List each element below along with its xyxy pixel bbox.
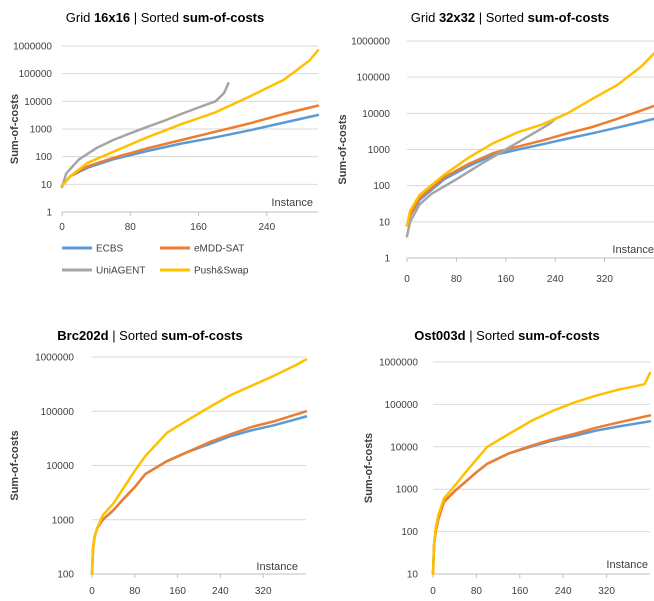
series-line-push-swap [405, 52, 654, 227]
y-tick-label: 100 [35, 152, 52, 163]
x-tick-label: 0 [59, 222, 65, 233]
y-axis-label: Sum-of-costs [337, 114, 349, 184]
series-line-ecbs [431, 420, 652, 576]
x-tick-label: 0 [430, 586, 436, 597]
chart-3: Brc202d | Sorted sum-of-costs 100 1000 1000… [9, 328, 308, 597]
y-tick-label: 10 [407, 570, 419, 581]
chart-title-part: | Sorted [109, 328, 162, 343]
series-line-uniagent [60, 82, 230, 189]
chart-title-part: Grid [411, 10, 439, 25]
x-axis-label: Instance [612, 244, 654, 256]
chart-title-part: 16x16 [94, 10, 130, 25]
chart-title-part: sum-of-costs [161, 328, 243, 343]
x-tick-label: 0 [404, 274, 410, 285]
legend-label: UniAGENT [96, 266, 145, 277]
y-axis-label: Sum-of-costs [9, 94, 21, 164]
x-tick-label: 320 [255, 586, 272, 597]
x-tick-label: 160 [169, 586, 186, 597]
chart-1: Grid 16x16 | Sorted sum-of-costs 1 10 100 10… [9, 10, 320, 233]
chart-title-part: sum-of-costs [183, 10, 265, 25]
y-axis-label: Sum-of-costs [363, 433, 375, 503]
x-tick-label: 80 [129, 586, 141, 597]
x-tick-label: 320 [598, 586, 615, 597]
x-tick-label: 160 [511, 586, 528, 597]
y-tick-label: 100 [373, 181, 390, 192]
y-tick-label: 100000 [385, 400, 419, 411]
legend: ECBS eMDD-SAT UniAGENT Push&Swap [62, 244, 249, 277]
x-axis-label: Instance [271, 197, 313, 209]
y-tick-label: 1000000 [351, 37, 390, 48]
series-line-push-swap [60, 49, 320, 187]
y-tick-label: 1 [46, 208, 52, 219]
y-tick-label: 10000 [390, 442, 418, 453]
chart-title: Brc202d | Sorted sum-of-costs [57, 328, 242, 343]
x-tick-label: 240 [258, 222, 275, 233]
chart-title-part: Brc202d [57, 328, 108, 343]
y-tick-label: 100 [401, 527, 418, 538]
chart-title-part: | Sorted [475, 10, 528, 25]
chart-title-part: 32x32 [439, 10, 475, 25]
x-tick-label: 320 [596, 274, 613, 285]
x-tick-label: 240 [212, 586, 229, 597]
y-tick-label: 100000 [41, 407, 75, 418]
series-line-emdd-sat [60, 104, 320, 187]
chart-title: Grid 32x32 | Sorted sum-of-costs [411, 10, 609, 25]
y-tick-label: 100000 [19, 69, 53, 80]
chart-title-part: sum-of-costs [528, 10, 610, 25]
y-tick-label: 1000 [368, 145, 391, 156]
chart-title-part: | Sorted [466, 328, 519, 343]
series-line-emdd-sat [405, 104, 654, 227]
y-tick-label: 1 [384, 254, 390, 265]
series-line-emdd-sat [90, 410, 308, 576]
x-tick-label: 80 [471, 586, 483, 597]
series-line-push-swap [431, 371, 652, 576]
y-tick-label: 10000 [362, 109, 390, 120]
legend-label: ECBS [96, 244, 124, 255]
y-tick-label: 1000 [30, 125, 53, 136]
series-line-uniagent [405, 117, 557, 238]
x-tick-label: 0 [89, 586, 95, 597]
x-axis-label: Instance [606, 559, 648, 571]
y-tick-label: 10 [379, 217, 391, 228]
x-tick-label: 240 [547, 274, 564, 285]
chart-2: Grid 32x32 | Sorted sum-of-costs 1 10 100 10… [337, 10, 654, 285]
y-tick-label: 1000000 [35, 353, 74, 364]
x-tick-label: 160 [497, 274, 514, 285]
y-tick-label: 1000 [396, 485, 419, 496]
x-axis-label: Instance [256, 561, 298, 573]
x-tick-label: 240 [555, 586, 572, 597]
chart-4: Ost003d | Sorted sum-of-costs 10 100 1000 10… [363, 328, 652, 597]
y-tick-label: 10 [41, 180, 53, 191]
legend-label: eMDD-SAT [194, 244, 244, 255]
x-tick-label: 80 [451, 274, 463, 285]
series-line-ecbs [60, 113, 320, 187]
legend-label: Push&Swap [194, 266, 249, 277]
chart-title: Grid 16x16 | Sorted sum-of-costs [66, 10, 264, 25]
y-tick-label: 10000 [24, 97, 52, 108]
series-line-ecbs [90, 415, 308, 576]
x-tick-label: 80 [125, 222, 137, 233]
chart-title-part: Grid [66, 10, 94, 25]
y-tick-label: 1000000 [379, 358, 418, 369]
y-tick-label: 1000 [52, 515, 75, 526]
y-axis-label: Sum-of-costs [9, 430, 21, 500]
series-line-emdd-sat [431, 414, 652, 576]
y-tick-label: 10000 [46, 461, 74, 472]
chart-title-part: Ost003d [414, 328, 465, 343]
y-tick-label: 1000000 [13, 42, 52, 53]
y-tick-label: 100000 [357, 73, 391, 84]
chart-title-part: sum-of-costs [518, 328, 600, 343]
series-line-push-swap [90, 358, 308, 576]
x-tick-label: 160 [190, 222, 207, 233]
chart-title-part: | Sorted [130, 10, 183, 25]
chart-title: Ost003d | Sorted sum-of-costs [414, 328, 599, 343]
y-tick-label: 100 [57, 570, 74, 581]
